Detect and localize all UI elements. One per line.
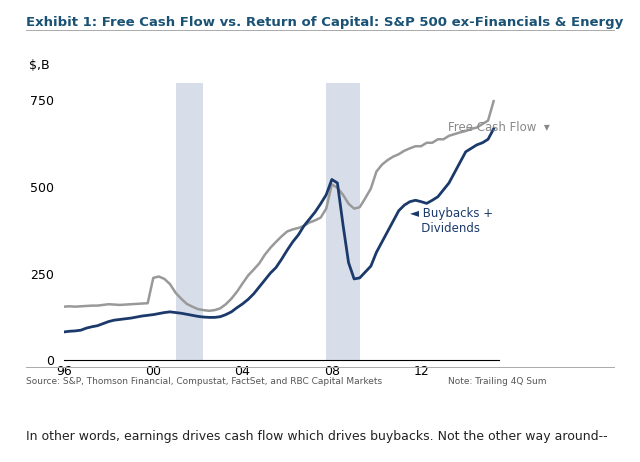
Bar bbox=[326, 83, 360, 360]
Text: Free Cash Flow  ▾: Free Cash Flow ▾ bbox=[448, 121, 550, 134]
Text: ◄ Buybacks +
   Dividends: ◄ Buybacks + Dividends bbox=[410, 207, 493, 235]
Text: $,B: $,B bbox=[29, 59, 50, 72]
Text: Source: S&P, Thomson Financial, Compustat, FactSet, and RBC Capital Markets: Source: S&P, Thomson Financial, Compusta… bbox=[26, 377, 381, 385]
Text: Note: Trailing 4Q Sum: Note: Trailing 4Q Sum bbox=[448, 377, 547, 385]
Text: Exhibit 1: Free Cash Flow vs. Return of Capital: S&P 500 ex-Financials & Energy: Exhibit 1: Free Cash Flow vs. Return of … bbox=[26, 16, 623, 29]
Bar bbox=[175, 83, 204, 360]
Text: In other words, earnings drives cash flow which drives buybacks. Not the other w: In other words, earnings drives cash flo… bbox=[26, 430, 607, 443]
